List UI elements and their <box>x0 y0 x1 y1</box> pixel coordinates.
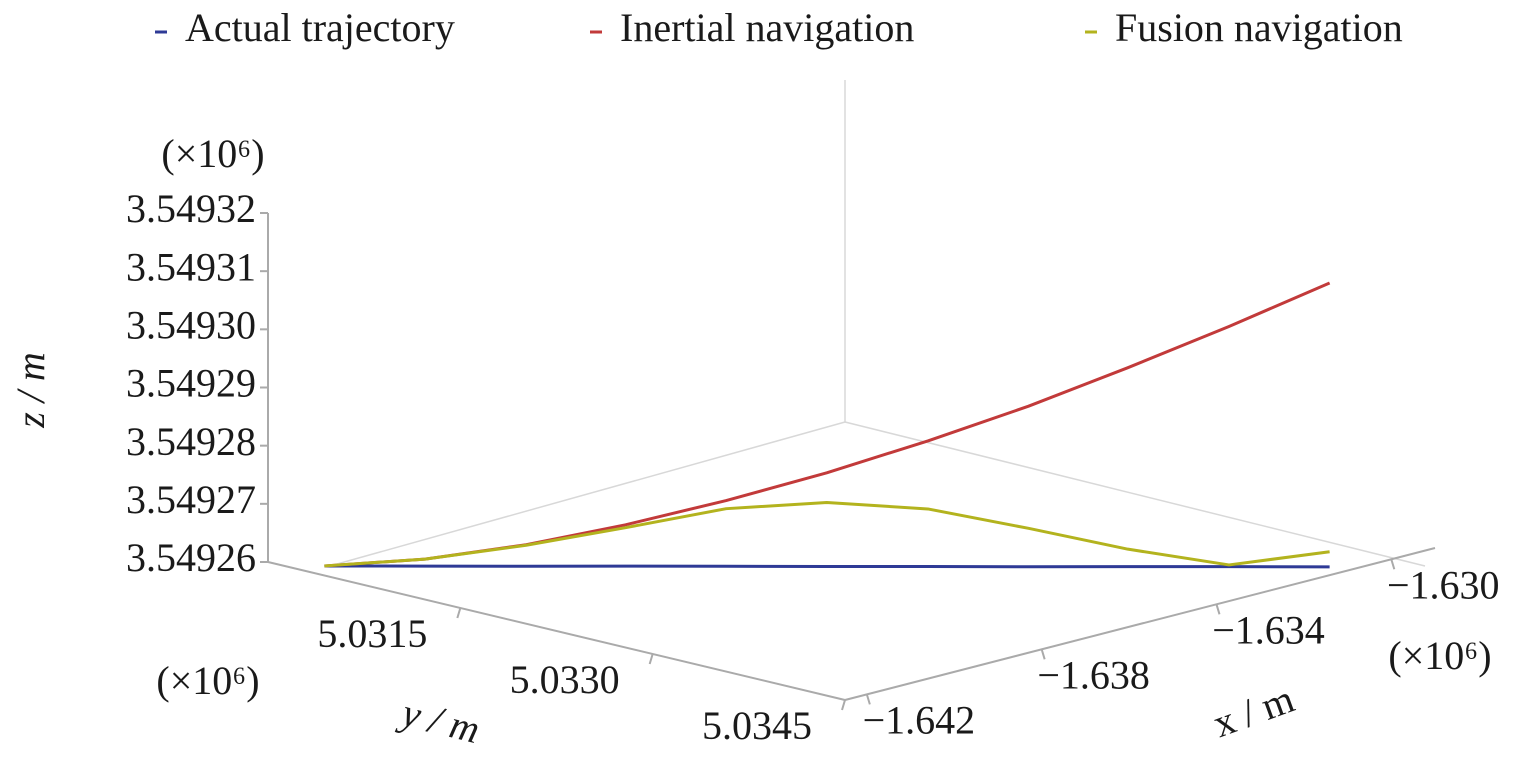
y-tick <box>456 607 462 619</box>
back-edge <box>329 421 846 567</box>
legend-label: Fusion navigation <box>1115 5 1403 50</box>
x-tick <box>865 694 871 705</box>
x-tick <box>1040 649 1046 660</box>
x-tick <box>1215 604 1221 615</box>
z-tick-label: 3.54932 <box>126 186 256 231</box>
back-edge <box>844 421 1426 567</box>
y-multiplier: (×10⁶) <box>156 658 259 703</box>
z-tick-label: 3.54931 <box>126 244 256 289</box>
y-tick-label: 5.0330 <box>510 657 620 702</box>
z-multiplier: (×10⁶) <box>161 131 264 176</box>
x-tick-label: −1.638 <box>1037 653 1150 698</box>
x-tick <box>1390 558 1396 570</box>
y-tick-label: 5.0315 <box>317 611 427 656</box>
z-tick-label: 3.54928 <box>126 419 256 464</box>
y-axis-label: y / m <box>394 689 484 752</box>
y-tick <box>841 699 846 711</box>
legend-label: Inertial navigation <box>620 5 914 50</box>
legend-label: Actual trajectory <box>185 5 455 50</box>
z-tick-label: 3.54926 <box>126 535 256 580</box>
z-axis-label: z / m <box>8 352 53 429</box>
z-tick-label: 3.54927 <box>126 477 256 522</box>
trajectory-line <box>324 564 1330 569</box>
legend: Actual trajectory Inertial navigation Fusi… <box>155 5 1403 50</box>
z-tick-label: 3.54929 <box>126 361 256 406</box>
x-tick-label: −1.630 <box>1387 562 1500 607</box>
y-tick <box>648 653 654 665</box>
y-tick-label: 5.0345 <box>702 703 812 748</box>
trajectory-line <box>324 281 1331 568</box>
x-multiplier: (×10⁶) <box>1388 633 1491 678</box>
x-tick-label: −1.642 <box>863 698 976 743</box>
z-tick-label: 3.54930 <box>126 303 256 348</box>
x-axis-label: x / m <box>1207 676 1300 746</box>
x-tick-label: −1.634 <box>1212 607 1325 652</box>
x-axis <box>844 547 1436 701</box>
trajectory-line <box>324 500 1330 568</box>
y-axis <box>267 561 846 701</box>
